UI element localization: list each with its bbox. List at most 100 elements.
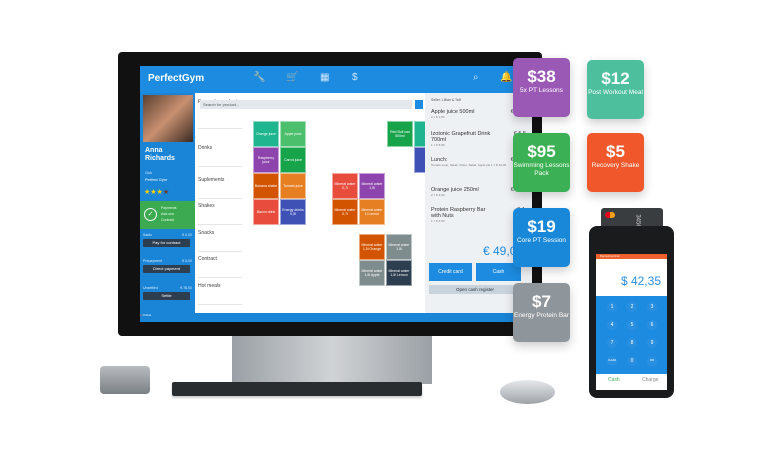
club-label: Club <box>145 171 153 175</box>
product-tile[interactable]: Banana shake <box>253 173 279 199</box>
product-tile[interactable]: Mineral water 1,5l Lemon <box>386 260 412 286</box>
item-name: Izotonic Grapefruit Drink 700ml <box>431 131 491 143</box>
cart-item[interactable]: Izotonic Grapefruit Drink 700ml 1 × € 5,5… <box>431 131 526 147</box>
product-tile[interactable]: Mineral water 0,7l <box>332 199 358 225</box>
keypad-key[interactable]: CLEAR <box>607 356 617 366</box>
product-tile[interactable]: Red Bull can 500ml <box>387 121 413 147</box>
category-drinks[interactable]: Drinks <box>198 141 242 167</box>
saldo-value: € 0,00 <box>182 233 192 237</box>
cash-button[interactable]: Cash <box>476 263 521 281</box>
header: PerfectGym 🔧 🛒 ▦ $ ⌕ 🔔 <box>140 66 532 93</box>
offer-label: Swimming Lessons Pack <box>513 162 570 177</box>
seller-label: Seller: Lillian & Taft <box>431 98 461 102</box>
cart-icon[interactable]: 🛒 <box>286 72 299 83</box>
offer-card[interactable]: $5 Recovery Shake <box>587 133 644 192</box>
keypad-key[interactable]: 2 <box>627 302 637 312</box>
product-tile[interactable]: Mineral water 1l Lemon <box>359 199 385 225</box>
product-tile[interactable]: Tomato juice <box>280 173 306 199</box>
offer-label: Recovery Shake <box>591 162 640 169</box>
status-footer: ● Online <box>140 313 532 322</box>
keypad-key[interactable]: 000 <box>647 356 657 366</box>
keypad-key[interactable]: 5 <box>627 320 637 330</box>
money-bag-icon[interactable]: $ <box>352 72 358 83</box>
product-search-input[interactable]: Search for product... <box>200 100 412 109</box>
cart-item[interactable]: Lunch: Tomato soup, Steak, Chips, Salad, … <box>431 157 526 167</box>
wrench-icon[interactable]: 🔧 <box>253 72 266 83</box>
category-list: Favourite products Drinks Suplements Sha… <box>195 93 245 313</box>
product-tile[interactable]: Bacon drink <box>253 199 279 225</box>
keypad-key[interactable]: 9 <box>647 338 657 348</box>
product-tile[interactable]: Orange juice <box>253 121 279 147</box>
offer-card[interactable]: $19 Core PT Session <box>513 208 570 267</box>
calendar-icon[interactable]: ▦ <box>320 72 330 83</box>
product-tile[interactable]: Mineral water 1,5l Orange <box>359 234 385 260</box>
search-button[interactable] <box>415 100 423 109</box>
status-addons: Add-ons <box>161 212 175 216</box>
search-icon[interactable]: ⌕ <box>473 72 479 83</box>
item-name: Orange juice 250ml <box>431 187 479 193</box>
offer-card[interactable]: $7 Energy Protein Bar <box>513 283 570 342</box>
category-snacks[interactable]: Snacks <box>198 226 242 252</box>
offer-price: $19 <box>527 217 556 236</box>
product-tile[interactable]: Mineral water 1,5l <box>386 234 412 260</box>
terminal-title: Payment terminal <box>596 254 667 259</box>
category-shakes[interactable]: Shakes <box>198 199 242 225</box>
saldo-label: Saldo <box>143 233 152 237</box>
terminal-cash-button[interactable]: Cash <box>608 377 620 383</box>
product-tile[interactable]: Apple juice <box>280 121 306 147</box>
offer-price: $95 <box>527 142 556 161</box>
offer-card[interactable]: $38 5x PT Lessons <box>513 58 570 117</box>
keypad: 1 2 3 4 5 6 7 8 9 CLEAR 0 000 <box>596 296 667 374</box>
pay-for-contract-button[interactable]: Pay for contract <box>143 239 190 247</box>
item-detail: 1 × € 5,50 <box>431 143 445 147</box>
product-tile[interactable]: Raspberry juice <box>253 147 279 173</box>
keypad-key[interactable]: 1 <box>607 302 617 312</box>
item-detail: Tomato soup, Steak, Chips, Salad, Apple … <box>431 163 507 167</box>
keypad-key[interactable]: 7 <box>607 338 617 348</box>
item-detail: 2 × € 1,50 <box>431 115 445 119</box>
member-avatar <box>143 95 193 142</box>
club-name: Perfect Gym <box>145 177 168 182</box>
item-name: Apple juice 500ml <box>431 109 475 115</box>
category-contract[interactable]: Contract <box>198 252 242 278</box>
rating-stars: ★★★★ <box>144 189 170 196</box>
keypad-key[interactable]: 8 <box>627 338 637 348</box>
product-tile[interactable]: Mineral water 0,7l <box>332 173 358 199</box>
cart-item[interactable]: Protein Raspberry Bar with Nuts 1 × € 4,5… <box>431 207 526 223</box>
status-box: ✓ Payments Add-ons Contract <box>140 201 195 229</box>
item-detail: 1 × € 4,50 <box>431 219 445 223</box>
keyboard <box>172 382 422 396</box>
mastercard-logo <box>605 212 615 218</box>
offer-price: $5 <box>606 142 625 161</box>
offer-price: $12 <box>601 69 630 88</box>
terminal-charge-button[interactable]: Charge <box>642 377 659 383</box>
keypad-key[interactable]: 4 <box>607 320 617 330</box>
settle-button[interactable]: Settle <box>143 292 190 300</box>
cart-panel: Seller: Lillian & Taft Apple juice 500ml… <box>425 93 532 313</box>
direct-payment-button[interactable]: Direct payment <box>143 265 190 273</box>
bell-icon[interactable]: 🔔 <box>500 72 513 83</box>
monitor-stand <box>232 334 432 384</box>
keypad-key[interactable]: 0 <box>627 356 637 366</box>
category-suplements[interactable]: Suplements <box>198 173 242 199</box>
keypad-key[interactable]: 3 <box>647 302 657 312</box>
offer-card[interactable]: $12 Post Workout Meal <box>587 60 644 119</box>
keypad-key[interactable]: 6 <box>647 320 657 330</box>
product-tile[interactable]: Energy drinks 0,5l <box>280 199 306 225</box>
payment-terminal: Payment terminal $ 42,35 1 2 3 4 5 6 7 8 9 CLEAR 0… <box>589 226 674 398</box>
offer-card[interactable]: $95 Swimming Lessons Pack <box>513 133 570 192</box>
open-cash-register-button[interactable]: Open cash register <box>429 285 521 294</box>
item-detail: 2 × € 2,00 <box>431 193 445 197</box>
product-tile[interactable]: Mineral water 1,5l Apple <box>359 260 385 286</box>
category-hot-meals[interactable]: Hot meals <box>198 279 242 305</box>
product-tile[interactable]: Carrot juice <box>280 147 306 173</box>
terminal-amount: $ 42,35 <box>620 274 661 288</box>
item-name: Protein Raspberry Bar with Nuts <box>431 207 486 219</box>
member-first-name: Anna <box>145 147 163 154</box>
item-name: Lunch: <box>431 157 448 163</box>
credit-card-button[interactable]: Credit card <box>429 263 472 281</box>
check-icon: ✓ <box>144 208 157 221</box>
product-tile[interactable]: Mineral water 1,5l <box>359 173 385 199</box>
